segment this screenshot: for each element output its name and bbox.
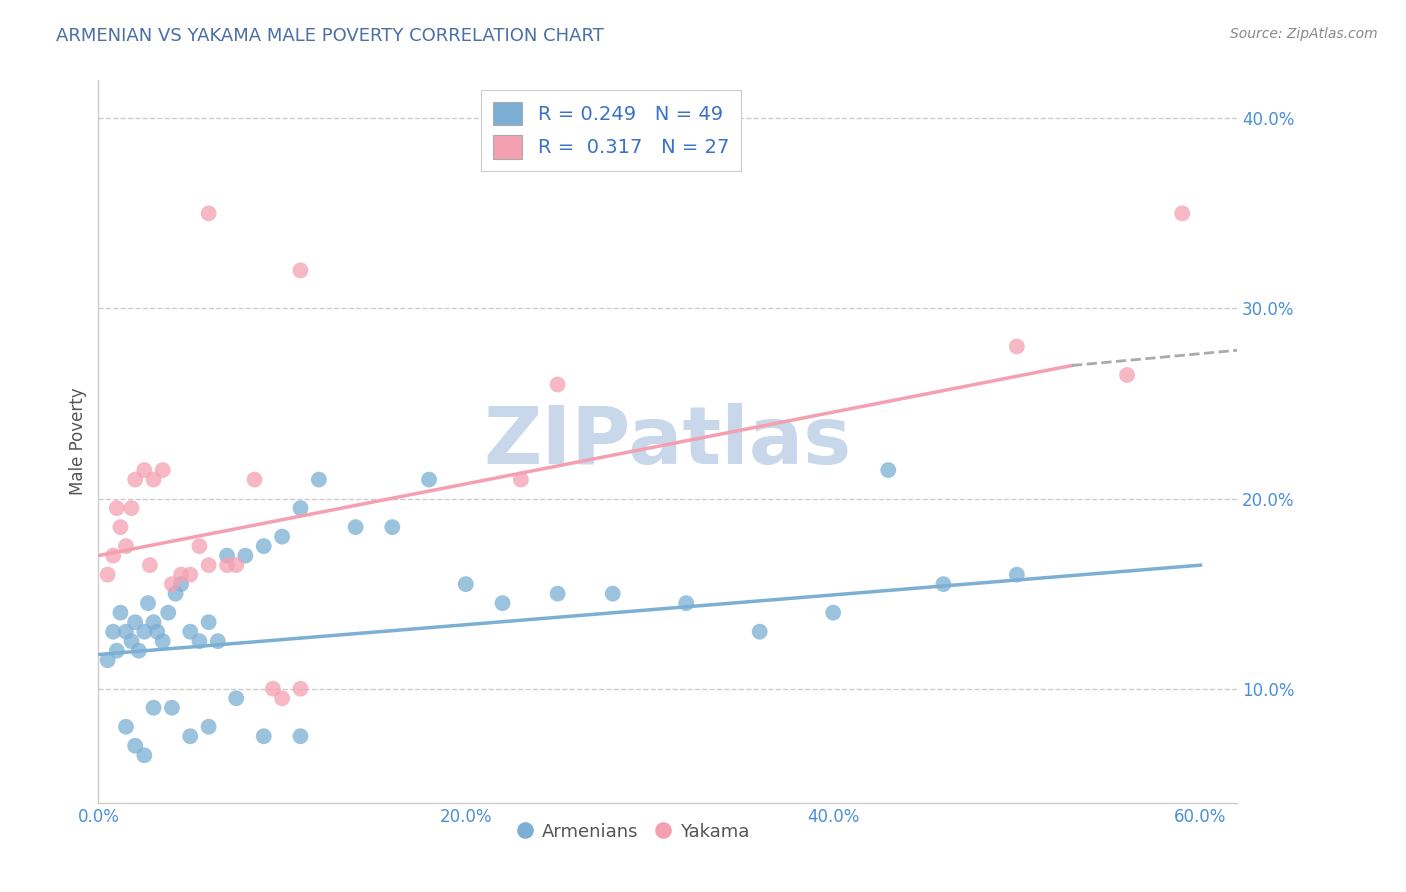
- Point: [124, 739, 146, 753]
- Point: [142, 473, 165, 487]
- Point: [823, 606, 845, 620]
- Point: [215, 558, 238, 573]
- Point: [124, 615, 146, 630]
- Point: [165, 587, 187, 601]
- Point: [215, 549, 238, 563]
- Point: [1116, 368, 1139, 382]
- Point: [121, 634, 143, 648]
- Point: [308, 473, 330, 487]
- Point: [381, 520, 404, 534]
- Point: [124, 473, 146, 487]
- Point: [134, 463, 156, 477]
- Point: [115, 539, 138, 553]
- Point: [877, 463, 900, 477]
- Point: [197, 206, 219, 220]
- Point: [160, 577, 183, 591]
- Point: [1005, 339, 1028, 353]
- Point: [1171, 206, 1194, 220]
- Point: [179, 729, 201, 743]
- Point: [344, 520, 367, 534]
- Point: [253, 729, 276, 743]
- Point: [105, 501, 128, 516]
- Point: [290, 263, 312, 277]
- Point: [110, 606, 132, 620]
- Point: [290, 729, 312, 743]
- Point: [197, 720, 219, 734]
- Point: [152, 634, 174, 648]
- Point: [253, 539, 276, 553]
- Point: [160, 700, 183, 714]
- Point: [170, 577, 193, 591]
- Point: [235, 549, 257, 563]
- Point: [101, 549, 124, 563]
- Point: [1005, 567, 1028, 582]
- Point: [491, 596, 513, 610]
- Point: [262, 681, 284, 696]
- Point: [602, 587, 624, 601]
- Text: ZIPatlas: ZIPatlas: [484, 402, 852, 481]
- Point: [121, 501, 143, 516]
- Point: [170, 567, 193, 582]
- Point: [142, 615, 165, 630]
- Point: [225, 691, 247, 706]
- Point: [675, 596, 697, 610]
- Point: [134, 748, 156, 763]
- Point: [105, 643, 128, 657]
- Point: [418, 473, 440, 487]
- Point: [188, 634, 211, 648]
- Point: [748, 624, 770, 639]
- Point: [152, 463, 174, 477]
- Point: [454, 577, 477, 591]
- Text: Source: ZipAtlas.com: Source: ZipAtlas.com: [1230, 27, 1378, 41]
- Point: [142, 700, 165, 714]
- Text: ARMENIAN VS YAKAMA MALE POVERTY CORRELATION CHART: ARMENIAN VS YAKAMA MALE POVERTY CORRELAT…: [56, 27, 605, 45]
- Point: [115, 624, 138, 639]
- Y-axis label: Male Poverty: Male Poverty: [69, 388, 87, 495]
- Point: [179, 567, 201, 582]
- Point: [115, 720, 138, 734]
- Point: [243, 473, 266, 487]
- Point: [932, 577, 955, 591]
- Point: [134, 624, 156, 639]
- Point: [188, 539, 211, 553]
- Point: [197, 615, 219, 630]
- Point: [128, 643, 150, 657]
- Point: [547, 587, 569, 601]
- Point: [146, 624, 169, 639]
- Point: [547, 377, 569, 392]
- Point: [97, 567, 120, 582]
- Point: [290, 681, 312, 696]
- Point: [290, 501, 312, 516]
- Point: [225, 558, 247, 573]
- Point: [157, 606, 180, 620]
- Point: [101, 624, 124, 639]
- Point: [110, 520, 132, 534]
- Point: [136, 596, 159, 610]
- Point: [197, 558, 219, 573]
- Legend: Armenians, Yakama: Armenians, Yakama: [510, 815, 756, 848]
- Point: [97, 653, 120, 667]
- Point: [509, 473, 531, 487]
- Point: [179, 624, 201, 639]
- Point: [207, 634, 229, 648]
- Point: [139, 558, 162, 573]
- Point: [271, 530, 294, 544]
- Point: [271, 691, 294, 706]
